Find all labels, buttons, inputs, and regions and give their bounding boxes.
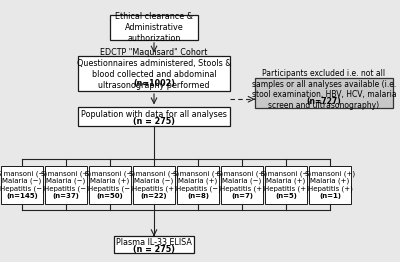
Text: (n=50): (n=50): [97, 193, 123, 199]
Bar: [114, 236, 194, 254]
Text: Population with data for all analyses: Population with data for all analyses: [81, 110, 227, 119]
Bar: [265, 166, 307, 204]
Text: S mansoni (−)
Malaria (+)
Hepatitis (−): S mansoni (−) Malaria (+) Hepatitis (−): [85, 170, 135, 192]
Text: S mansoni (+)
Malaria (−)
Hepatitis (−): S mansoni (+) Malaria (−) Hepatitis (−): [41, 170, 91, 192]
Bar: [1, 166, 43, 204]
Text: S mansoni (+)
Malaria (+)
Hepatitis (+): S mansoni (+) Malaria (+) Hepatitis (+): [305, 170, 355, 192]
Text: Ethical clearance &
Administrative
authorization: Ethical clearance & Administrative autho…: [115, 12, 193, 43]
Text: Participants excluded i.e. not all
samples or all analyses available (i.e.
stool: Participants excluded i.e. not all sampl…: [252, 69, 396, 110]
Bar: [309, 166, 351, 204]
Text: (n=8): (n=8): [187, 193, 209, 199]
Text: (n=7): (n=7): [231, 193, 253, 199]
Text: (n=22): (n=22): [141, 193, 167, 199]
Text: EDCTP "Maquisard" Cohort
Questionnaires administered, Stools &
blood collected a: EDCTP "Maquisard" Cohort Questionnaires …: [77, 48, 231, 90]
Text: (n=1): (n=1): [319, 193, 341, 199]
Text: S mansoni (+)
Malaria (−)
Hepatitis (+): S mansoni (+) Malaria (−) Hepatitis (+): [217, 170, 267, 192]
Text: S mansoni (−)
Malaria (−)
Hepatitis (+): S mansoni (−) Malaria (−) Hepatitis (+): [129, 170, 179, 192]
Text: S mansoni (−)
Malaria (+)
Hepatitis (+): S mansoni (−) Malaria (+) Hepatitis (+): [261, 170, 311, 192]
Text: (n = 275): (n = 275): [133, 117, 175, 126]
Bar: [78, 56, 230, 91]
Bar: [133, 166, 175, 204]
Bar: [110, 15, 198, 40]
Bar: [78, 107, 230, 126]
Text: (n=727): (n=727): [307, 97, 341, 106]
Text: (n=5): (n=5): [275, 193, 297, 199]
Bar: [221, 166, 263, 204]
Bar: [255, 78, 393, 108]
Bar: [45, 166, 88, 204]
Text: S mansoni (−)
Malaria (−)
Hepatitis (−): S mansoni (−) Malaria (−) Hepatitis (−): [0, 170, 47, 192]
Text: Plasma IL-33 ELISA: Plasma IL-33 ELISA: [116, 238, 192, 247]
Text: S mansoni (+)
Malaria (+)
Hepatitis (−): S mansoni (+) Malaria (+) Hepatitis (−): [173, 170, 223, 192]
Bar: [89, 166, 131, 204]
Text: (n=37): (n=37): [52, 193, 80, 199]
Bar: [177, 166, 219, 204]
Text: (n=1002): (n=1002): [133, 79, 175, 88]
Text: (n=145): (n=145): [6, 193, 38, 199]
Text: (n = 275): (n = 275): [133, 245, 175, 254]
